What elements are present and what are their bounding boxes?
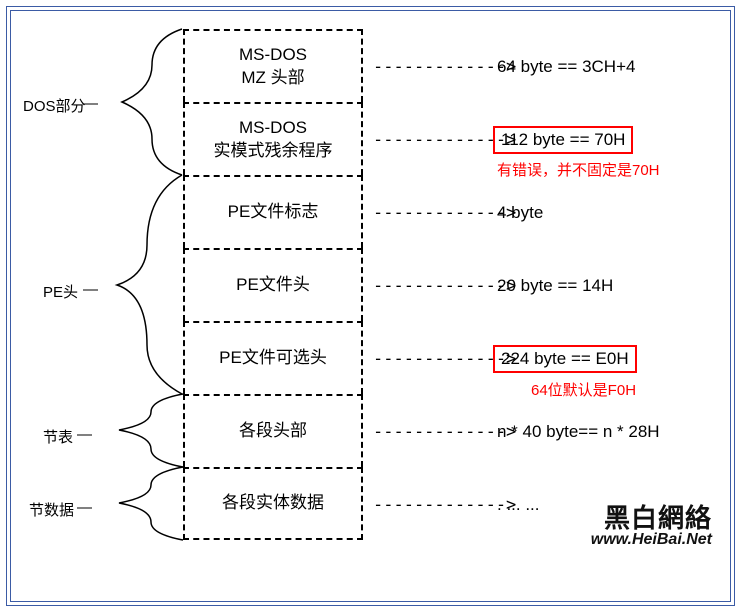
- row-pe-optional: PE文件可选头: [183, 321, 363, 394]
- group-label-dos: DOS部分: [23, 95, 86, 116]
- watermark-en: www.HeiBai.Net: [591, 532, 712, 549]
- error-note: 有错误，并不固定是70H: [497, 159, 660, 180]
- row-pe-header: PE文件头: [183, 248, 363, 321]
- cell-text: MS-DOS: [239, 44, 307, 66]
- inner-border: DOS部分 — PE头 — 节表 — 节数据 — MS-DOS MZ 头部: [10, 10, 731, 602]
- brace-pe: [97, 175, 187, 394]
- cell-text: 各段头部: [239, 420, 307, 442]
- size-value: 20 byte == 14H: [497, 276, 613, 296]
- brace-sect: [91, 394, 187, 467]
- arrow: ------------->: [373, 203, 516, 223]
- row-dos-stub: MS-DOS 实模式残余程序: [183, 102, 363, 175]
- cell-text: PE文件头: [236, 274, 310, 296]
- size-value: 64 byte == 3CH+4: [497, 57, 635, 77]
- group-label-sect: 节表: [43, 426, 73, 447]
- cell-text: MZ 头部: [241, 67, 304, 89]
- row-section-headers: 各段头部: [183, 394, 363, 467]
- brace-dos: [97, 29, 187, 175]
- watermark-cn: 黑白網絡: [591, 505, 712, 532]
- canvas: DOS部分 — PE头 — 节表 — 节数据 — MS-DOS MZ 头部: [0, 0, 741, 612]
- cell-text: 各段实体数据: [222, 492, 324, 514]
- row-section-data: 各段实体数据: [183, 467, 363, 540]
- group-label-pe: PE头: [43, 281, 78, 302]
- arrow: ------------->: [373, 57, 516, 77]
- size-value: . ... ...: [497, 495, 540, 515]
- cell-text: PE文件标志: [228, 201, 319, 223]
- brace-data: [91, 467, 187, 540]
- row-pe-sig: PE文件标志: [183, 175, 363, 248]
- structure-column: MS-DOS MZ 头部 MS-DOS 实模式残余程序 PE文件标志 PE文件头…: [183, 29, 363, 540]
- group-label-data: 节数据: [29, 499, 74, 520]
- cell-text: PE文件可选头: [219, 347, 327, 369]
- cell-text: MS-DOS: [239, 117, 307, 139]
- error-note: 64位默认是F0H: [531, 379, 636, 400]
- size-value: 4 byte: [497, 203, 543, 223]
- size-value: n * 40 byte== n * 28H: [497, 422, 660, 442]
- arrow: ------------->: [373, 422, 516, 442]
- row-dos-mz: MS-DOS MZ 头部: [183, 29, 363, 102]
- arrow: ------------->: [373, 276, 516, 296]
- size-value-highlight: 224 byte == E0H: [493, 345, 637, 373]
- size-value-highlight: 112 byte == 70H: [493, 126, 633, 154]
- watermark: 黑白網絡 www.HeiBai.Net: [591, 505, 712, 549]
- cell-text: 实模式残余程序: [214, 140, 333, 162]
- arrow: ------------->: [373, 495, 516, 515]
